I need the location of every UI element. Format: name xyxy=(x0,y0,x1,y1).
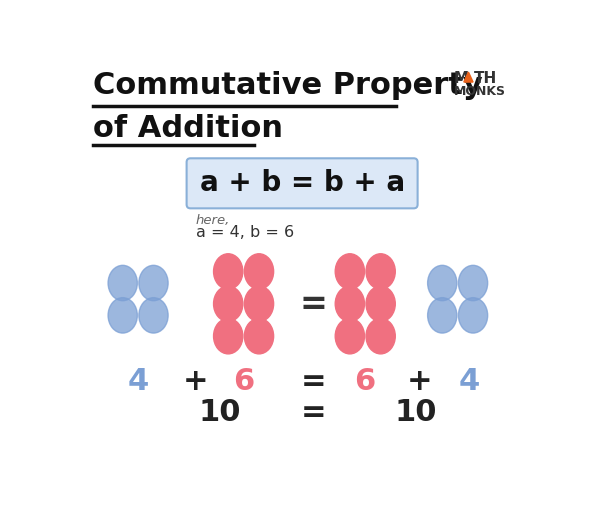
Ellipse shape xyxy=(366,318,395,354)
Text: Commutative Property: Commutative Property xyxy=(94,71,483,100)
Text: =: = xyxy=(300,288,328,321)
Ellipse shape xyxy=(335,254,364,289)
Text: =: = xyxy=(301,367,326,396)
Text: 10: 10 xyxy=(394,398,437,427)
Text: 6: 6 xyxy=(233,367,254,396)
Text: M: M xyxy=(454,71,469,86)
FancyBboxPatch shape xyxy=(187,158,418,208)
Text: =: = xyxy=(301,398,326,427)
Text: a + b = b + a: a + b = b + a xyxy=(200,169,404,197)
Ellipse shape xyxy=(108,298,137,333)
Ellipse shape xyxy=(428,265,457,301)
Ellipse shape xyxy=(139,265,168,301)
Ellipse shape xyxy=(335,318,364,354)
Polygon shape xyxy=(464,72,473,82)
Text: here,: here, xyxy=(196,214,230,227)
Text: +: + xyxy=(406,367,432,396)
Ellipse shape xyxy=(458,265,488,301)
Text: 4: 4 xyxy=(127,367,149,396)
Text: MONKS: MONKS xyxy=(454,85,506,98)
Ellipse shape xyxy=(428,298,457,333)
Ellipse shape xyxy=(458,298,488,333)
Ellipse shape xyxy=(214,286,243,322)
Text: TH: TH xyxy=(474,71,497,86)
Text: 6: 6 xyxy=(355,367,376,396)
Text: 10: 10 xyxy=(199,398,241,427)
Text: of Addition: of Addition xyxy=(94,114,283,143)
Ellipse shape xyxy=(244,286,274,322)
Ellipse shape xyxy=(366,286,395,322)
Ellipse shape xyxy=(139,298,168,333)
Ellipse shape xyxy=(244,318,274,354)
Ellipse shape xyxy=(108,265,137,301)
Ellipse shape xyxy=(244,254,274,289)
Ellipse shape xyxy=(335,286,364,322)
Text: 4: 4 xyxy=(458,367,480,396)
Ellipse shape xyxy=(214,318,243,354)
Ellipse shape xyxy=(366,254,395,289)
Ellipse shape xyxy=(214,254,243,289)
Text: +: + xyxy=(183,367,209,396)
Text: a = 4, b = 6: a = 4, b = 6 xyxy=(196,225,294,240)
